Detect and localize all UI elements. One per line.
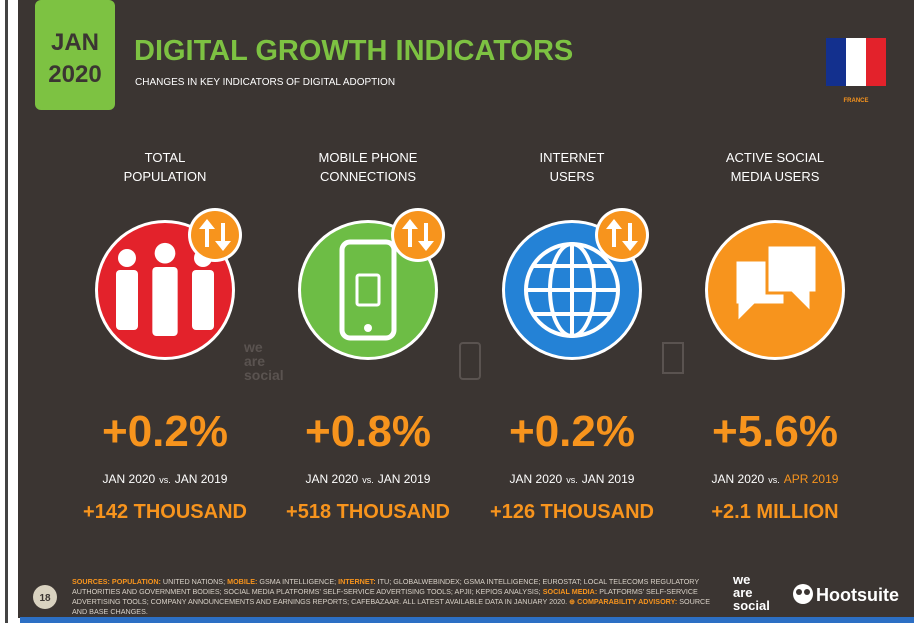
watermark-icon <box>662 342 684 374</box>
bottom-strip <box>20 617 914 623</box>
source-segment: ITU; GLOBALWEBINDEX; GSMA INTELLIGENCE; … <box>72 577 700 596</box>
indicator-label: TOTAL <box>145 150 186 165</box>
comparison-from: JAN 2020 <box>712 472 765 486</box>
flag-white <box>846 38 866 86</box>
source-segment: UNITED NATIONS; <box>160 577 228 586</box>
absolute-change: +126 THOUSAND <box>490 501 654 523</box>
change-value: +0.2% <box>509 407 635 456</box>
comparison: JAN 2020 vs. JAN 2019 <box>103 472 228 486</box>
change-badge-fill <box>191 211 239 259</box>
comparison: JAN 2020 vs. JAN 2019 <box>306 472 431 486</box>
comparison-from: JAN 2020 <box>510 472 563 486</box>
page-number: 18 <box>39 593 51 604</box>
brand-line: social <box>733 598 770 613</box>
source-segment: SOURCE AND BASE CHANGES. <box>72 597 711 616</box>
source-segment: INTERNET: <box>338 577 376 586</box>
indicator-icon <box>339 239 397 341</box>
comparison-to: JAN 2019 <box>582 472 635 486</box>
change-value: +0.2% <box>102 407 228 456</box>
comparison-vs: vs. <box>159 475 171 485</box>
sources: SOURCES: POPULATION: UNITED NATIONS; MOB… <box>72 577 722 617</box>
watermark-icon <box>459 342 481 380</box>
flag-red <box>866 38 886 86</box>
indicator-label: MOBILE PHONE <box>319 150 418 165</box>
edge-line <box>5 0 8 623</box>
change-arrows <box>402 219 434 251</box>
owl-eye <box>804 589 810 595</box>
comparison-vs: vs. <box>768 475 780 485</box>
owl-eye <box>796 589 802 595</box>
comparison-vs: vs. <box>566 475 578 485</box>
comparison-from: JAN 2020 <box>306 472 359 486</box>
bubble <box>765 243 819 317</box>
source-segment: PLATFORMS' SELF-SERVICE ADVERTISING TOOL… <box>72 587 698 606</box>
indicator-circle-fill <box>301 223 435 357</box>
date-year: 2020 <box>48 61 101 88</box>
watermark-line: social <box>244 367 284 383</box>
comparison: JAN 2020 vs. JAN 2019 <box>510 472 635 486</box>
comparison: JAN 2020 vs. APR 2019 <box>712 472 839 486</box>
comparison-from: JAN 2020 <box>103 472 156 486</box>
change-value: +0.8% <box>305 407 431 456</box>
comparison-to: JAN 2019 <box>378 472 431 486</box>
source-segment: SOURCES: POPULATION: <box>72 577 161 586</box>
change-arrows <box>606 219 638 251</box>
flag-blue <box>826 38 846 86</box>
country: FRANCE <box>844 98 869 104</box>
person-head <box>154 242 176 264</box>
absolute-change: +142 THOUSAND <box>83 501 247 523</box>
source-segment: MOBILE: <box>227 577 258 586</box>
comparison-to: JAN 2019 <box>175 472 228 486</box>
date-box <box>35 0 115 110</box>
phone-button <box>364 324 372 332</box>
sim <box>355 273 381 307</box>
person-body <box>152 267 178 336</box>
indicator-label: INTERNET <box>540 150 605 165</box>
indicator-icon <box>733 243 819 327</box>
indicator-label: CONNECTIONS <box>320 169 416 184</box>
absolute-change: +2.1 MILLION <box>711 501 838 523</box>
change-badge-fill <box>598 211 646 259</box>
phone <box>339 239 397 341</box>
brand-line: are <box>733 585 753 600</box>
indicator-icon <box>524 242 620 338</box>
brand-line: we <box>732 572 750 587</box>
indicator-icon <box>116 242 214 336</box>
comparison-vs: vs. <box>362 475 374 485</box>
indicator-label: POPULATION <box>124 169 207 184</box>
source-segment: SOCIAL MEDIA: <box>542 587 598 596</box>
indicator-label: ACTIVE SOCIAL <box>726 150 824 165</box>
subtitle: CHANGES IN KEY INDICATORS OF DIGITAL ADO… <box>135 77 395 88</box>
absolute-change: +518 THOUSAND <box>286 501 450 523</box>
watermark-line: are <box>244 353 265 369</box>
partner-logo: Hootsuite <box>816 585 899 605</box>
person-body <box>192 270 214 330</box>
change-arrows <box>199 219 231 251</box>
source-segment: ⊕ COMPARABILITY ADVISORY: <box>569 597 678 606</box>
change-badge-fill <box>394 211 442 259</box>
source-segment: GSMA INTELLIGENCE; <box>257 577 339 586</box>
change-value: +5.6% <box>712 407 838 456</box>
indicator-label: MEDIA USERS <box>731 169 820 184</box>
owl-icon <box>793 584 813 604</box>
person-head <box>118 249 136 267</box>
page-number-badge <box>33 585 57 609</box>
title: DIGITAL GROWTH INDICATORS <box>134 35 573 67</box>
person-body <box>116 270 138 330</box>
comparison-to: APR 2019 <box>784 472 839 486</box>
watermark-line: we <box>243 339 263 355</box>
indicator-label: USERS <box>550 169 595 184</box>
date-month: JAN <box>51 29 99 56</box>
